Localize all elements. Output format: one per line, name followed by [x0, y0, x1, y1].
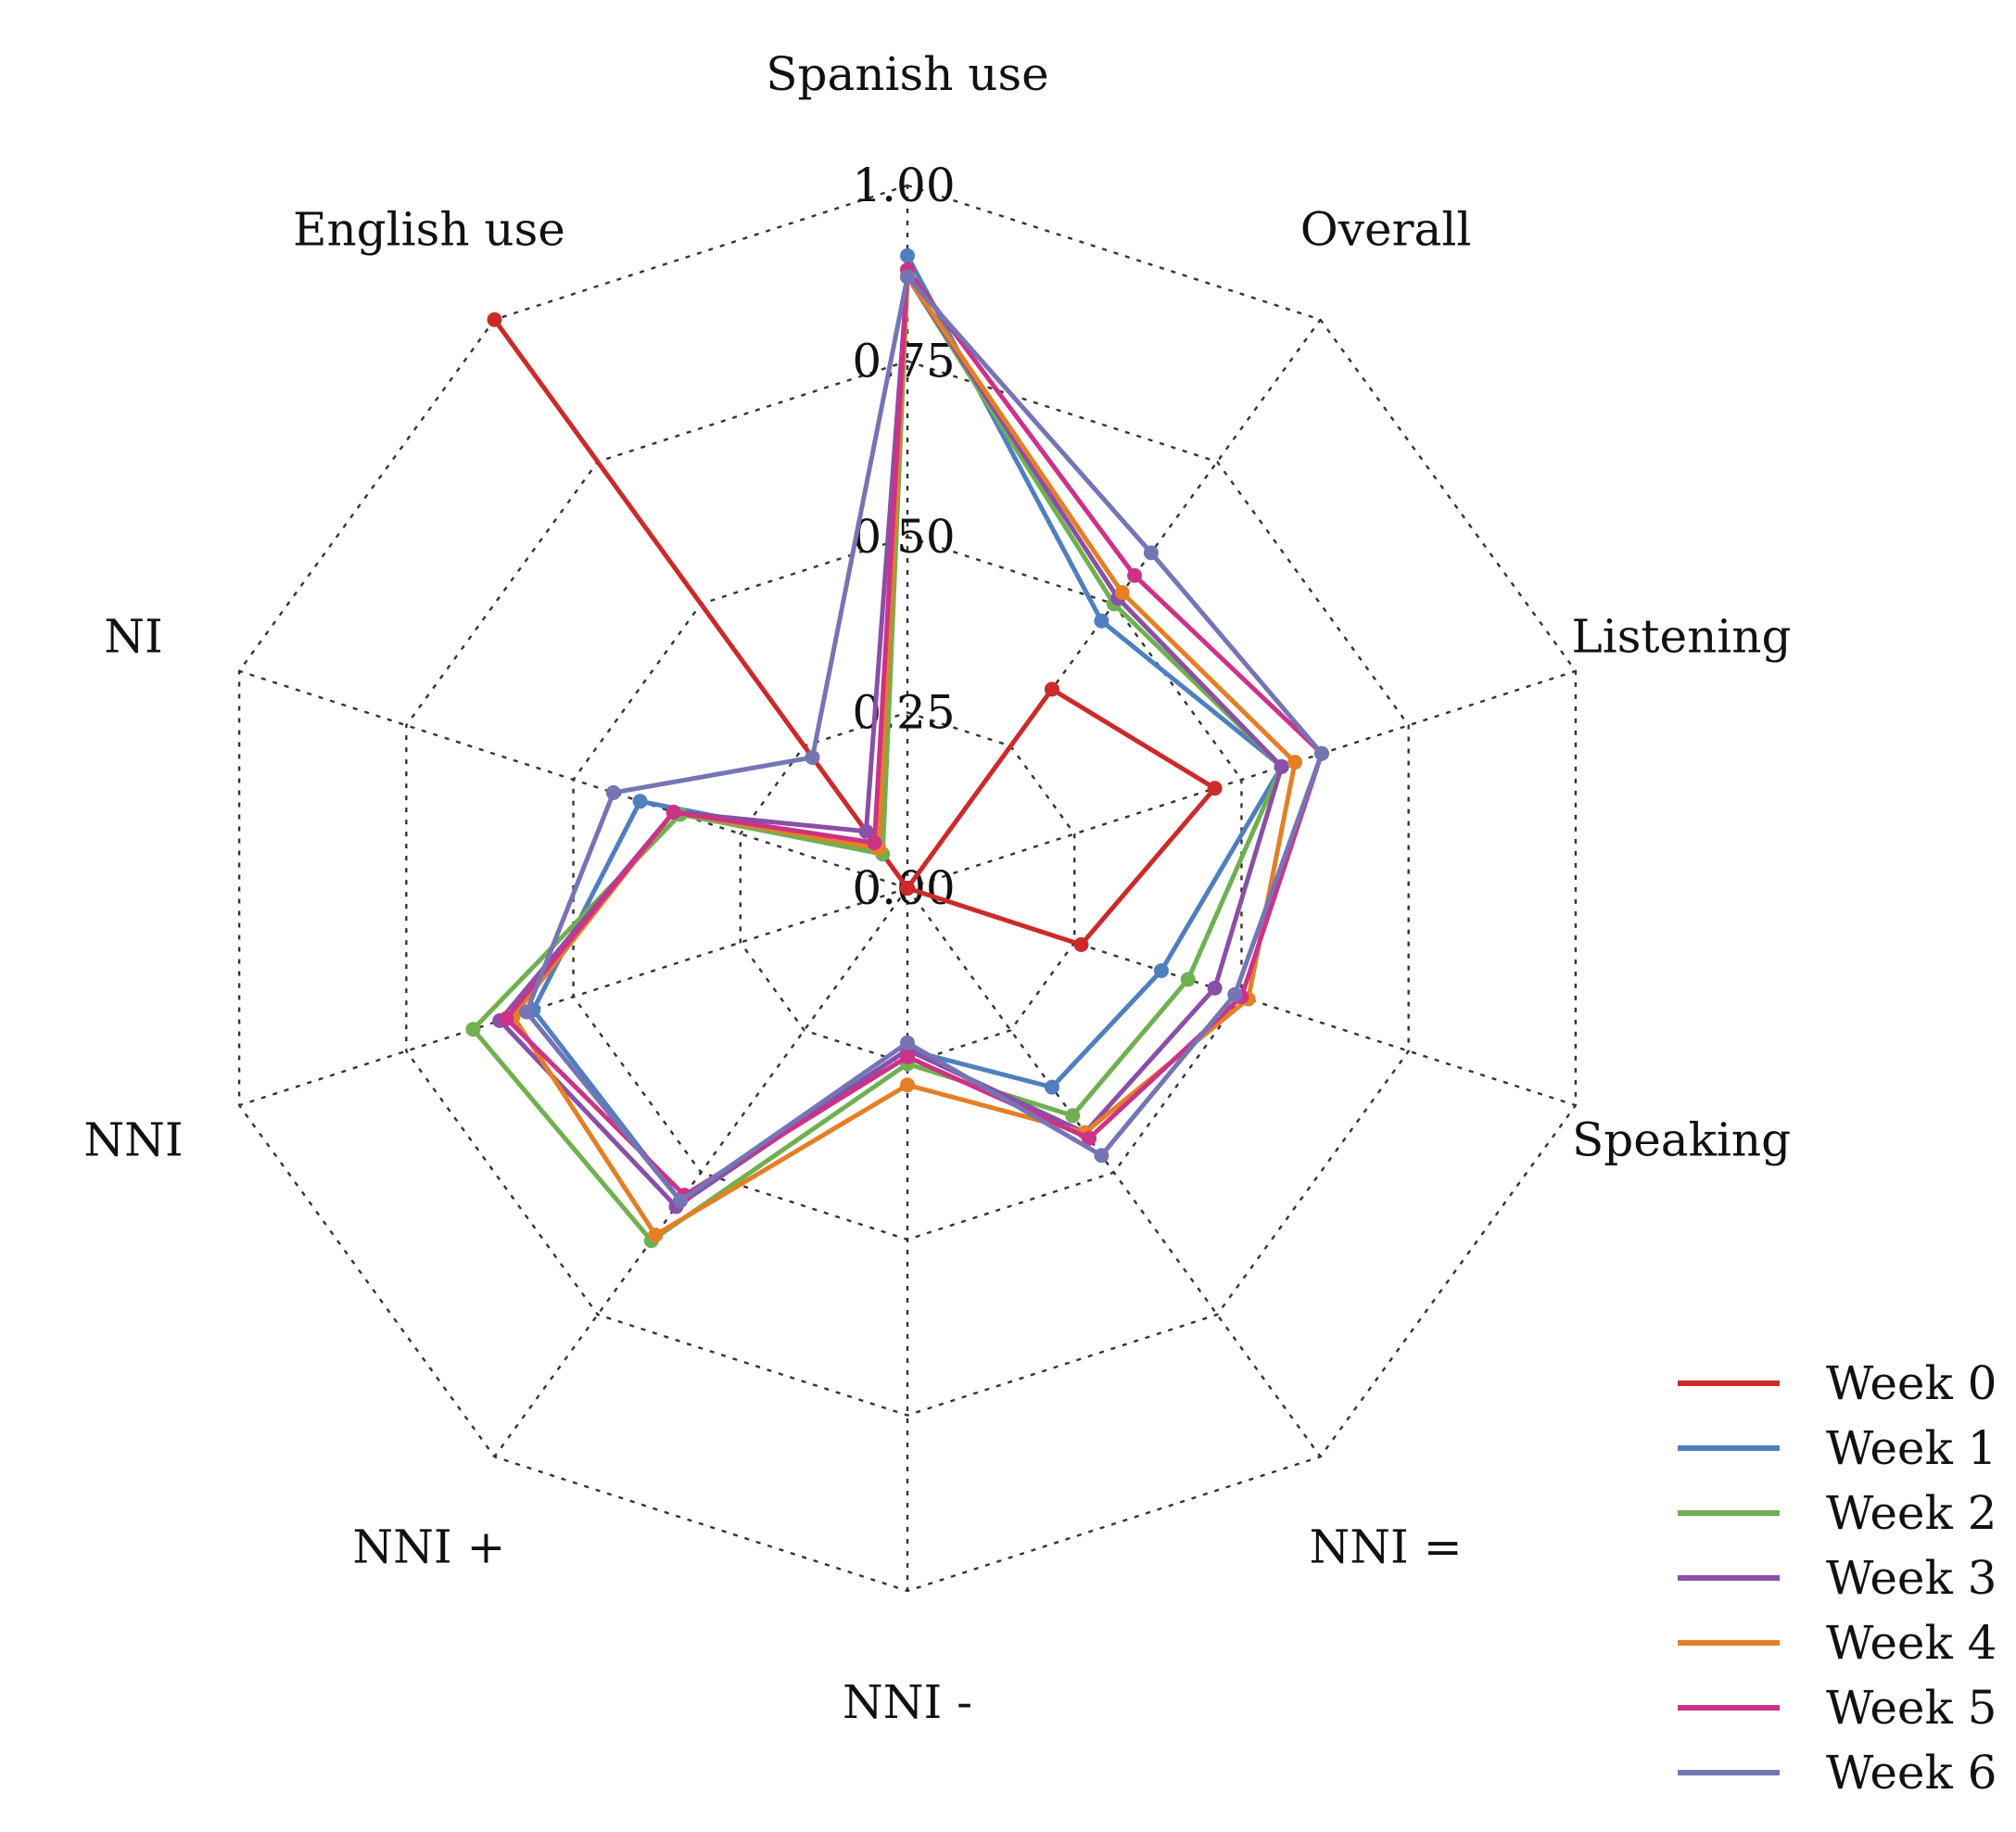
data-point — [1153, 963, 1169, 979]
legend-item: Week 3 — [1678, 1551, 1997, 1605]
axis-label-speaking: Speaking — [1572, 1113, 1791, 1166]
data-point — [1227, 986, 1243, 1002]
series-layer — [465, 248, 1329, 1249]
tick-label: 0.50 — [852, 510, 955, 564]
data-point — [867, 834, 882, 850]
axis-label-nni: NNI — [83, 1113, 183, 1166]
data-point — [1313, 745, 1329, 761]
data-point — [605, 784, 621, 800]
legend-item: Week 0 — [1678, 1356, 1997, 1410]
tick-label: 1.00 — [852, 159, 955, 212]
axis-label-english-use: English use — [293, 203, 565, 257]
legend-label: Week 5 — [1826, 1681, 1997, 1735]
data-point — [1127, 567, 1143, 583]
spoke-nni-equals — [907, 887, 1322, 1457]
data-point — [1094, 613, 1109, 629]
legend-label: Week 1 — [1826, 1421, 1997, 1475]
data-point — [900, 881, 915, 896]
spoke-nni — [238, 886, 908, 1107]
axis-label-listening: Listening — [1572, 610, 1792, 664]
legend-label: Week 4 — [1826, 1616, 1997, 1670]
data-point — [1082, 1130, 1097, 1146]
axis-labels: Spanish use Overall Listening Speaking NNI =… — [83, 47, 1791, 1729]
data-point — [519, 1004, 535, 1020]
legend-item: Week 1 — [1678, 1421, 1997, 1475]
legend-label: Week 2 — [1826, 1486, 1997, 1540]
data-point — [672, 1193, 688, 1209]
data-point — [465, 1022, 481, 1037]
legend-label: Week 3 — [1826, 1551, 1997, 1605]
axis-label-nni-equals: NNI = — [1310, 1520, 1463, 1573]
axis-label-nni-plus: NNI + — [352, 1520, 505, 1573]
data-point — [1207, 980, 1223, 996]
data-point — [1180, 972, 1196, 987]
series-week-6 — [519, 269, 1329, 1209]
data-point — [1287, 755, 1303, 770]
data-point — [632, 794, 648, 809]
legend-item: Week 6 — [1678, 1746, 1997, 1800]
data-point — [487, 312, 502, 327]
spoke-nni-plus — [493, 887, 908, 1457]
data-point — [1274, 758, 1289, 774]
grid-ring-3 — [405, 360, 1410, 1417]
data-point — [900, 1049, 915, 1064]
data-point — [666, 805, 681, 821]
data-point — [499, 1011, 514, 1026]
data-point — [900, 1035, 915, 1050]
axis-label-spanish-use: Spanish use — [766, 47, 1048, 101]
legend-label: Week 6 — [1826, 1746, 1997, 1800]
data-point — [858, 823, 874, 839]
data-point — [1073, 936, 1089, 952]
axis-label-nni-minus: NNI - — [843, 1675, 972, 1729]
data-point — [1094, 1148, 1109, 1164]
spoke-listening — [907, 669, 1577, 890]
data-point — [1207, 781, 1223, 796]
data-point — [900, 248, 915, 263]
axis-label-overall: Overall — [1300, 203, 1472, 257]
data-point — [900, 1077, 915, 1093]
tick-label: 0.25 — [852, 686, 955, 740]
data-point — [900, 269, 915, 285]
data-point — [805, 749, 820, 765]
data-point — [1143, 545, 1159, 561]
legend-item: Week 5 — [1678, 1681, 1997, 1735]
series-week-0 — [487, 312, 1223, 952]
spoke-ni — [238, 669, 908, 890]
data-point — [1065, 1108, 1081, 1124]
legend-item: Week 4 — [1678, 1616, 1997, 1670]
data-point — [1044, 681, 1059, 697]
data-point — [1114, 585, 1130, 601]
data-point — [648, 1228, 664, 1243]
legend-item: Week 2 — [1678, 1486, 1997, 1540]
series-week-4 — [505, 269, 1303, 1243]
axis-label-ni: NI — [104, 610, 163, 664]
data-point — [1044, 1079, 1059, 1095]
legend: Week 0 Week 1 Week 2 Week 3 Week 4 Week 5 Week… — [1678, 1356, 1997, 1800]
legend-label: Week 0 — [1826, 1356, 1997, 1410]
